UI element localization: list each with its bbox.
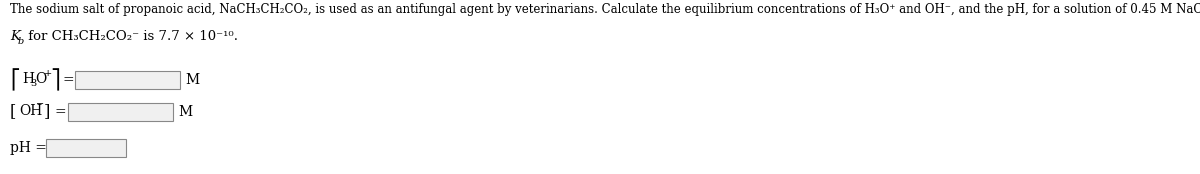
Text: pH =: pH = xyxy=(10,141,47,155)
Text: +: + xyxy=(44,69,53,77)
Text: −: − xyxy=(36,101,44,109)
Text: [: [ xyxy=(10,104,17,121)
Text: ⎡: ⎡ xyxy=(10,69,19,91)
Text: K: K xyxy=(10,30,20,43)
Text: OH: OH xyxy=(19,104,42,118)
Text: The sodium salt of propanoic acid, NaCH₃CH₂CO₂, is used as an antifungal agent b: The sodium salt of propanoic acid, NaCH₃… xyxy=(10,3,1200,16)
Text: O: O xyxy=(35,72,47,86)
FancyBboxPatch shape xyxy=(46,139,126,157)
Text: M: M xyxy=(185,73,199,87)
Text: b: b xyxy=(18,37,24,46)
Text: M: M xyxy=(178,105,192,119)
Text: H: H xyxy=(22,72,34,86)
Text: ]: ] xyxy=(44,104,50,121)
Text: =: = xyxy=(62,73,73,87)
Text: =: = xyxy=(55,105,67,119)
Text: 3: 3 xyxy=(30,78,36,88)
FancyBboxPatch shape xyxy=(68,103,173,121)
FancyBboxPatch shape xyxy=(74,71,180,89)
Text: ⎤: ⎤ xyxy=(50,69,60,91)
Text: for CH₃CH₂CO₂⁻ is 7.7 × 10⁻¹⁰.: for CH₃CH₂CO₂⁻ is 7.7 × 10⁻¹⁰. xyxy=(24,30,238,43)
